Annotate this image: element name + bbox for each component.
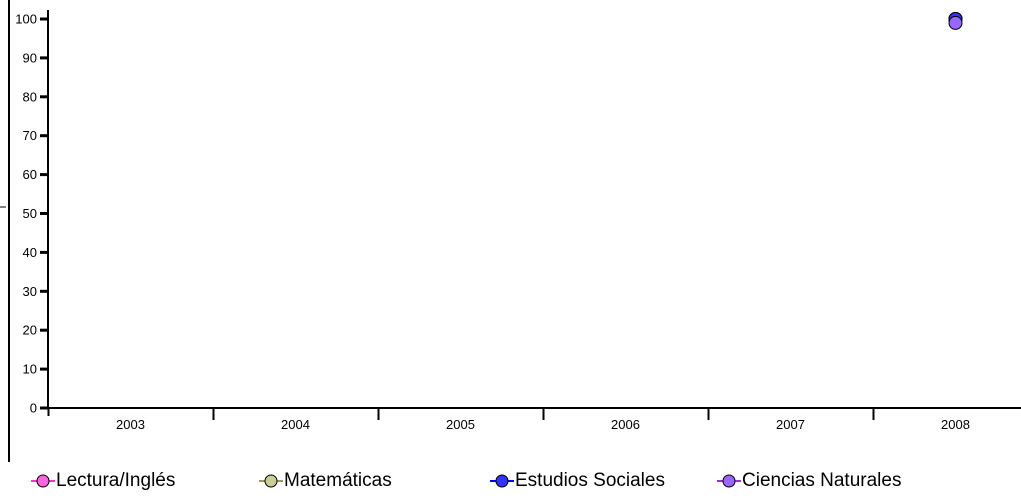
legend-label: Estudios Sociales	[515, 470, 665, 491]
legend-marker	[716, 468, 742, 493]
y-tick-label: 60	[23, 167, 37, 182]
legend-item-lectura: Lectura/Inglés	[30, 468, 175, 493]
data-point	[948, 15, 963, 30]
legend-marker	[30, 468, 56, 493]
y-tick-label: 70	[23, 128, 37, 143]
x-tick-label: 2006	[611, 417, 640, 432]
legend-dot	[722, 474, 736, 488]
legend-dot	[36, 474, 50, 488]
legend-marker-icon	[717, 474, 741, 488]
legend-marker	[489, 468, 515, 493]
chart-legend: Lectura/Inglés Matemáticas Estudios Soci…	[0, 468, 1021, 493]
y-tick-label: 50	[23, 206, 37, 221]
y-tick-label: 100	[15, 12, 37, 27]
x-tick-label: 2005	[446, 417, 475, 432]
legend-dot	[495, 474, 509, 488]
x-tick-label: 2007	[776, 417, 805, 432]
y-tick-label: 80	[23, 89, 37, 104]
legend-dot	[264, 474, 278, 488]
x-tick-label: 2004	[281, 417, 310, 432]
y-tick-label: 90	[23, 50, 37, 65]
legend-marker-icon	[259, 474, 283, 488]
legend-label: Lectura/Inglés	[56, 470, 176, 491]
y-tick-label: 30	[23, 284, 37, 299]
legend-label: Matemáticas	[284, 470, 392, 491]
legend-marker-icon	[31, 474, 55, 488]
legend-item-ciencias-naturales: Ciencias Naturales	[716, 468, 901, 493]
legend-marker-icon	[490, 474, 514, 488]
legend-label: Ciencias Naturales	[742, 470, 902, 491]
x-tick-label: 2008	[941, 417, 970, 432]
x-tick-label: 2003	[116, 417, 145, 432]
legend-item-estudios-sociales: Estudios Sociales	[489, 468, 665, 493]
y-tick-label: 10	[23, 362, 37, 377]
y-tick-label: 0	[30, 401, 37, 416]
legend-marker	[258, 468, 284, 493]
y-tick-label: 20	[23, 323, 37, 338]
y-tick-label: 40	[23, 245, 37, 260]
legend-item-matematicas: Matemáticas	[258, 468, 392, 493]
